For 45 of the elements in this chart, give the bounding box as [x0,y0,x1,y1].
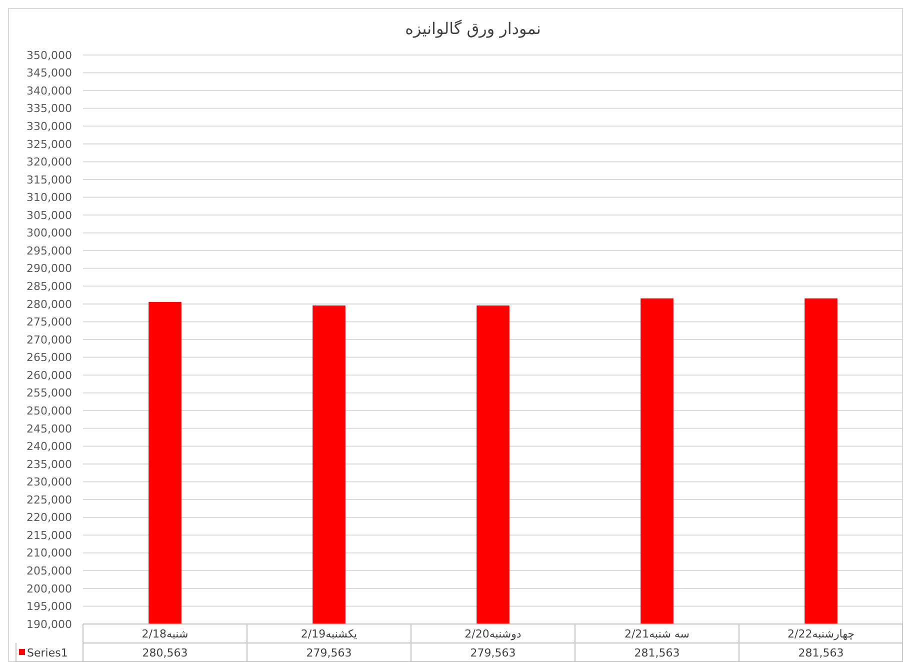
y-tick-label: 350,000 [26,48,72,62]
y-tick-label: 300,000 [26,226,72,240]
chart-title: نمودار ورق گالوانیزه [405,19,541,38]
y-tick-label: 305,000 [26,208,72,222]
y-tick-label: 335,000 [26,102,72,116]
y-tick-label: 265,000 [26,351,72,364]
y-tick-label: 310,000 [26,191,72,204]
y-tick-label: 320,000 [26,156,72,169]
legend-label: Series1 [27,646,68,660]
x-tick-label: دوشنبه2/20 [464,627,522,640]
x-tick-label: یکشنبه2/19 [300,627,358,640]
x-tick-label: شنبه2/18 [142,627,188,640]
y-tick-label: 220,000 [26,511,72,524]
y-tick-label: 190,000 [26,618,72,631]
y-tick-label: 200,000 [26,582,72,596]
data-label: 280,563 [142,646,188,660]
y-tick-label: 295,000 [26,244,72,258]
y-tick-label: 260,000 [26,368,72,382]
y-tick-label: 340,000 [26,84,72,98]
y-tick-label: 205,000 [26,564,72,578]
x-tick-label: سه شنبه2/21 [624,627,690,640]
y-tick-label: 325,000 [26,138,72,151]
y-tick-label: 275,000 [26,316,72,329]
y-tick-label: 210,000 [26,546,72,560]
data-label: 281,563 [798,646,844,660]
y-tick-label: 245,000 [26,422,72,436]
y-tick-label: 255,000 [26,386,72,400]
x-tick-label: چهارشنبه2/22 [788,627,854,640]
y-tick-label: 280,000 [26,298,72,311]
y-tick-label: 240,000 [26,440,72,454]
y-tick-label: 285,000 [26,280,72,294]
y-tick-label: 235,000 [26,458,72,471]
data-label: 279,563 [470,646,516,660]
y-tick-label: 215,000 [26,528,72,542]
y-tick-label: 345,000 [26,66,72,80]
y-tick-label: 225,000 [26,493,72,506]
y-tick-label: 330,000 [26,120,72,133]
y-tick-label: 315,000 [26,173,72,186]
data-label: 279,563 [306,646,352,660]
y-tick-label: 250,000 [26,404,72,418]
y-tick-label: 195,000 [26,600,72,614]
y-tick-label: 230,000 [26,476,72,489]
data-label: 281,563 [634,646,680,660]
y-tick-label: 270,000 [26,333,72,346]
y-tick-label: 290,000 [26,262,72,276]
